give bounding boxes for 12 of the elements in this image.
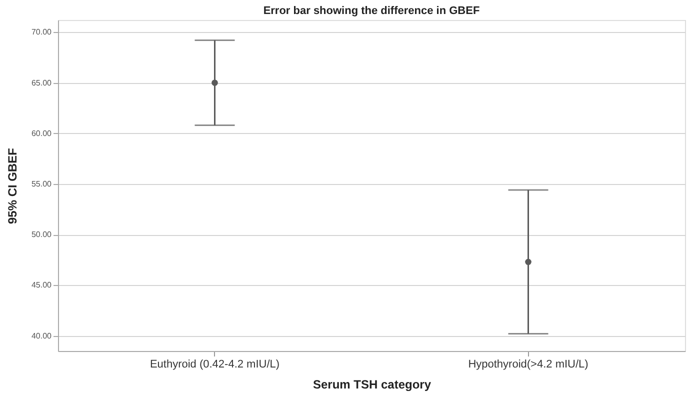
x-axis-title: Serum TSH category bbox=[312, 378, 432, 392]
y-tick-label: 60.00 bbox=[31, 128, 52, 138]
x-tick-label: Hypothyroid(>4.2 mIU/L) bbox=[468, 358, 588, 370]
y-tick-label: 55.00 bbox=[31, 179, 52, 188]
x-tick-label: Euthyroid (0.42-4.2 mIU/L) bbox=[150, 358, 280, 370]
chart-title: Error bar showing the difference in GBEF bbox=[263, 5, 480, 17]
y-axis-title: 95% CI GBEF bbox=[5, 148, 20, 224]
y-tick-label: 45.00 bbox=[31, 280, 52, 290]
y-tick-label: 65.00 bbox=[31, 78, 52, 88]
y-tick-label: 70.00 bbox=[31, 28, 52, 37]
y-tick-label: 40.00 bbox=[31, 331, 52, 340]
y-tick-label: 50.00 bbox=[31, 230, 52, 240]
